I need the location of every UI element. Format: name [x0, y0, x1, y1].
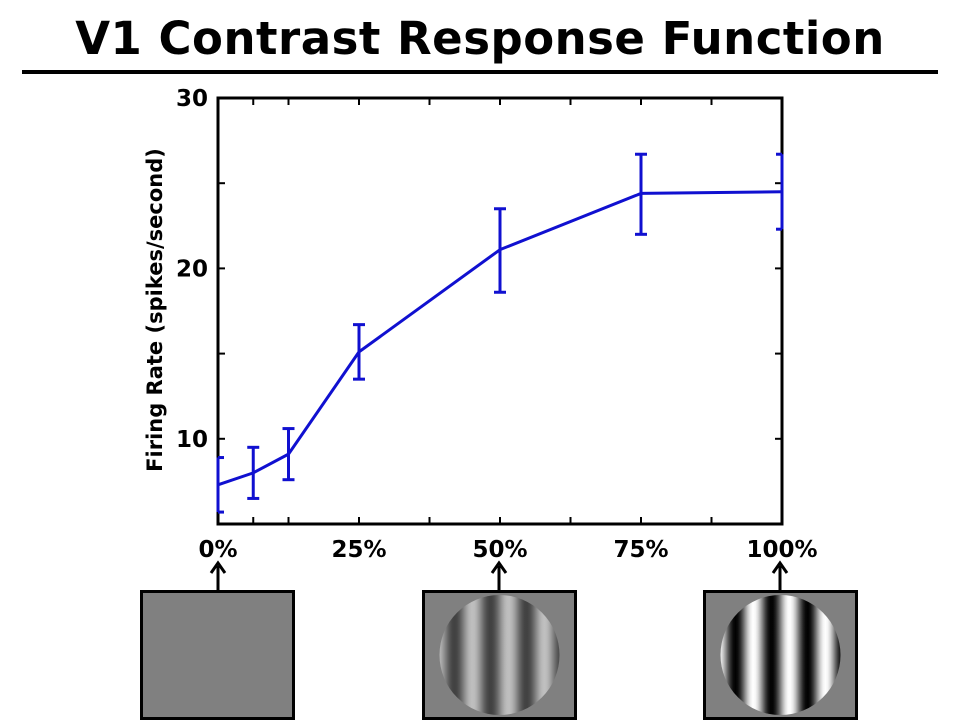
stimulus-0-grating: [143, 593, 292, 717]
title-underline: [22, 70, 938, 74]
stimulus-100-grating: [720, 595, 841, 715]
arrow-up-icon: [771, 560, 789, 592]
stimulus-50-contrast: [422, 590, 577, 720]
chart-title: V1 Contrast Response Function: [75, 12, 885, 65]
x-tick-label: 50%: [472, 537, 527, 563]
grating-patch: [720, 595, 841, 715]
y-tick-label: 30: [176, 86, 208, 112]
stimulus-50-grating: [439, 595, 560, 715]
x-tick-label: 75%: [613, 537, 668, 563]
stimulus-100-contrast: [703, 590, 858, 720]
y-tick-label: 20: [176, 256, 208, 282]
x-tick-label: 100%: [746, 537, 817, 563]
stimulus-0-contrast: [140, 590, 295, 720]
x-tick-label: 0%: [198, 537, 237, 563]
grating-patch: [439, 595, 560, 715]
plot-frame: [216, 96, 784, 526]
arrow-up-icon: [490, 560, 508, 592]
x-tick-label: 25%: [331, 537, 386, 563]
y-tick-label: 10: [176, 427, 208, 453]
arrow-up-icon: [209, 560, 227, 592]
